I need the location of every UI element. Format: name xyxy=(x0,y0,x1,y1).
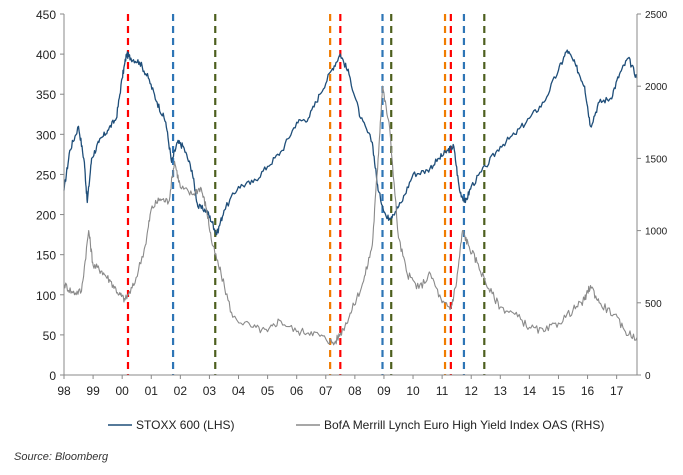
left-tick-label-1: 50 xyxy=(43,329,57,343)
left-tick-label-5: 250 xyxy=(36,168,56,182)
x-tick-label-1: 99 xyxy=(86,384,100,398)
left-tick-label-3: 150 xyxy=(36,249,56,263)
x-tick-label-2: 00 xyxy=(115,384,129,398)
right-tick-label-5: 2500 xyxy=(645,10,668,21)
left-tick-label-8: 400 xyxy=(36,48,56,62)
left-tick-label-6: 300 xyxy=(36,128,56,142)
right-tick-label-3: 1500 xyxy=(645,154,668,165)
right-tick-label-0: 0 xyxy=(645,371,651,382)
x-tick-label-15: 13 xyxy=(494,384,508,398)
x-tick-label-5: 03 xyxy=(203,384,217,398)
x-tick-label-6: 04 xyxy=(232,384,246,398)
x-tick-label-7: 05 xyxy=(261,384,275,398)
left-tick-label-4: 200 xyxy=(36,209,56,223)
legend: STOXX 600 (LHS) BofA Merrill Lynch Euro H… xyxy=(108,418,604,432)
x-tick-label-4: 02 xyxy=(174,384,188,398)
x-tick-label-3: 01 xyxy=(145,384,159,398)
x-tick-label-19: 17 xyxy=(610,384,624,398)
right-tick-label-1: 500 xyxy=(645,299,662,310)
x-tick-label-12: 10 xyxy=(406,384,420,398)
right-tick-label-2: 1000 xyxy=(645,227,668,238)
source-note: Source: Bloomberg xyxy=(14,451,109,463)
x-tick-label-10: 08 xyxy=(348,384,362,398)
axes: 0501001502002503003504004500500100015002… xyxy=(36,8,668,398)
legend-label-1: BofA Merrill Lynch Euro High Yield Index… xyxy=(324,418,604,432)
series-line-1 xyxy=(63,85,638,346)
left-tick-label-9: 450 xyxy=(36,8,56,22)
x-tick-label-13: 11 xyxy=(436,384,449,398)
right-tick-label-4: 2000 xyxy=(645,82,668,93)
x-tick-label-18: 16 xyxy=(581,384,595,398)
x-tick-label-8: 06 xyxy=(290,384,304,398)
x-tick-label-9: 07 xyxy=(319,384,333,398)
series-line-0 xyxy=(63,49,638,236)
legend-label-0: STOXX 600 (LHS) xyxy=(136,418,234,432)
left-tick-label-7: 350 xyxy=(36,88,56,102)
x-tick-label-16: 14 xyxy=(523,384,537,398)
left-tick-label-2: 100 xyxy=(36,289,56,303)
x-tick-label-11: 09 xyxy=(377,384,391,398)
x-tick-label-14: 12 xyxy=(465,384,479,398)
x-tick-label-0: 98 xyxy=(57,384,71,398)
x-tick-label-17: 15 xyxy=(552,384,566,398)
left-tick-label-0: 0 xyxy=(49,369,56,383)
series-layer xyxy=(63,49,638,346)
event-lines xyxy=(126,14,486,375)
